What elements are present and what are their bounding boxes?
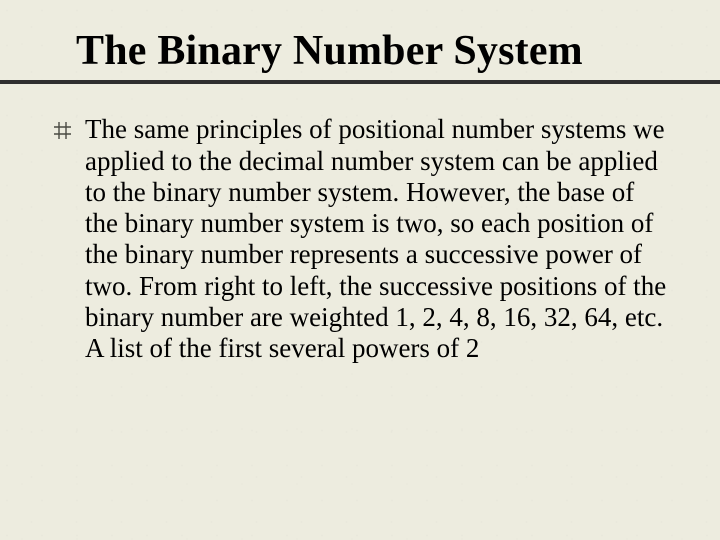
- slide-body: The same principles of positional number…: [54, 114, 672, 365]
- title-block: The Binary Number System: [76, 28, 672, 74]
- title-underline: [0, 80, 720, 84]
- slide: The Binary Number System The same princi…: [0, 0, 720, 540]
- bullet-text: The same principles of positional number…: [85, 114, 672, 365]
- grid-bullet-icon: [54, 122, 71, 139]
- slide-title: The Binary Number System: [76, 28, 672, 74]
- bullet-item: The same principles of positional number…: [54, 114, 672, 365]
